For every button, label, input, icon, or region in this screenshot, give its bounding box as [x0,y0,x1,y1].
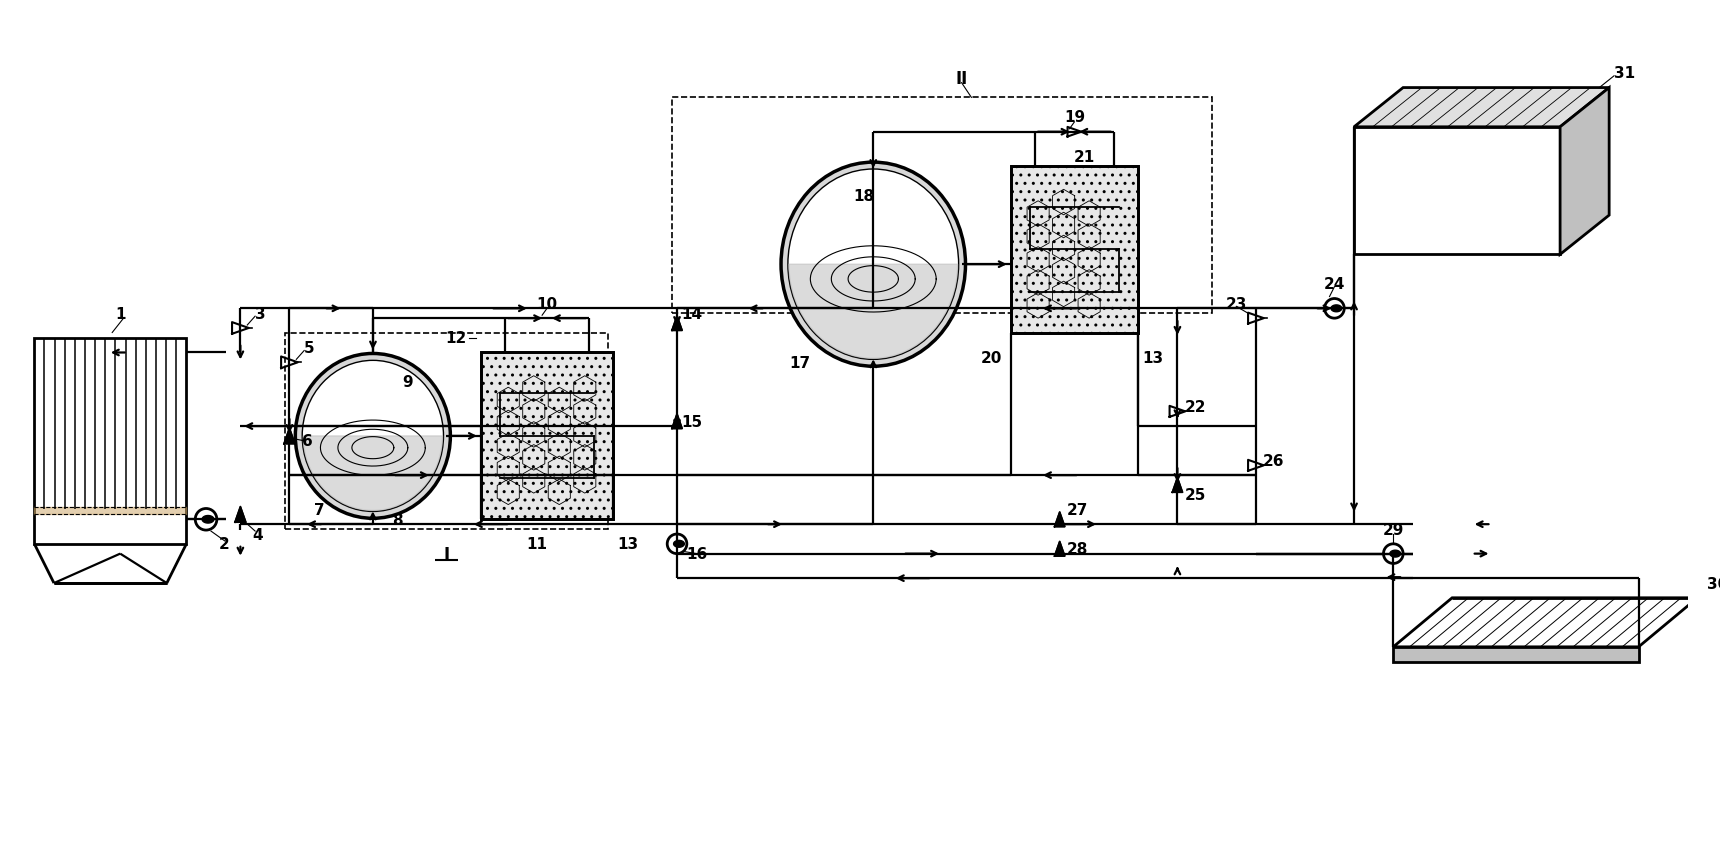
Bar [1011,167,1139,333]
Bar [482,353,614,520]
Bar [1011,167,1139,333]
Text: 20: 20 [980,350,1001,365]
Polygon shape [284,429,294,444]
Text: 15: 15 [681,414,702,429]
Text: 6: 6 [301,434,313,449]
Text: 25: 25 [1185,487,1206,503]
Text: 16: 16 [686,547,707,561]
Polygon shape [201,516,213,523]
Text: 18: 18 [853,189,874,204]
Polygon shape [1393,598,1698,647]
Text: 7: 7 [313,502,323,517]
Polygon shape [1560,89,1610,255]
Text: 8: 8 [392,512,402,527]
Ellipse shape [781,163,965,367]
Bar [284,333,609,530]
Text: 19: 19 [1065,110,1085,126]
Text: 10: 10 [537,296,557,312]
Polygon shape [1354,89,1610,127]
Bar [673,98,1213,314]
Polygon shape [1054,512,1065,527]
Ellipse shape [303,361,444,511]
Text: 13: 13 [617,536,638,552]
Polygon shape [1173,478,1183,492]
Ellipse shape [296,354,451,518]
Polygon shape [673,414,683,429]
Text: 5: 5 [304,341,315,356]
Polygon shape [1054,542,1065,556]
Polygon shape [1393,647,1639,662]
Text: 22: 22 [1185,400,1206,414]
Text: I: I [444,545,449,563]
Text: 26: 26 [1262,454,1285,468]
Text: 3: 3 [255,307,265,321]
Text: 12: 12 [445,331,466,346]
Polygon shape [674,541,685,548]
Text: 9: 9 [402,375,413,390]
Polygon shape [303,437,442,511]
Polygon shape [789,265,958,359]
Bar [1354,127,1560,255]
Polygon shape [1331,306,1342,313]
Text: 2: 2 [218,536,229,552]
Text: 1: 1 [115,307,126,321]
Text: 14: 14 [681,307,702,321]
Text: 29: 29 [1383,522,1404,537]
Bar [482,353,614,520]
Text: 31: 31 [1613,66,1636,81]
Text: 27: 27 [1066,502,1089,517]
Text: 30: 30 [1708,576,1720,591]
Polygon shape [673,316,683,331]
Bar [34,338,186,544]
Text: 17: 17 [789,356,810,370]
Ellipse shape [788,170,958,360]
Text: 13: 13 [1142,350,1163,365]
Polygon shape [236,507,246,523]
Text: 24: 24 [1324,277,1345,292]
Text: 28: 28 [1066,542,1089,556]
Text: 4: 4 [253,527,263,542]
Text: 23: 23 [1226,296,1247,312]
Text: 21: 21 [1073,150,1096,164]
Text: 11: 11 [526,536,547,552]
Text: II: II [955,70,968,88]
Polygon shape [1390,550,1400,557]
